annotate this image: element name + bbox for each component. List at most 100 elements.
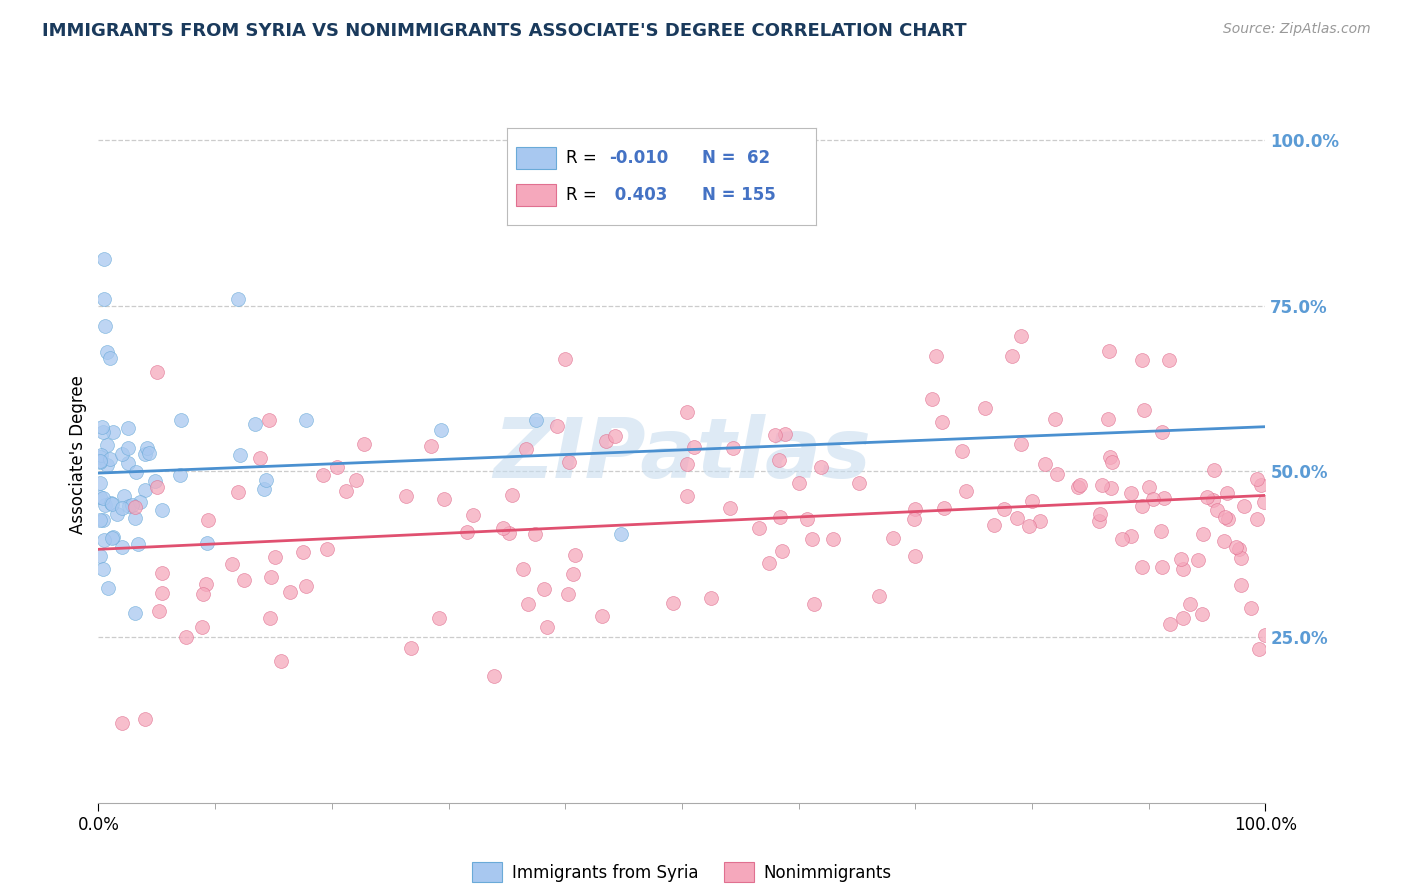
Point — [1007, 511, 1029, 525]
Point — [249, 450, 271, 465]
Point — [1043, 411, 1066, 425]
Point — [1133, 403, 1156, 417]
Point — [112, 490, 135, 504]
Point — [1101, 454, 1123, 468]
Point — [89, 454, 111, 468]
Point — [974, 401, 997, 416]
Point — [1152, 560, 1174, 574]
Point — [1150, 524, 1173, 539]
Point — [111, 540, 134, 554]
Point — [1010, 328, 1032, 343]
Point — [326, 459, 349, 474]
Point — [312, 468, 335, 483]
Point — [96, 437, 118, 451]
Point — [1152, 425, 1174, 439]
Point — [264, 549, 287, 564]
Bar — [516, 185, 557, 206]
Point — [90, 419, 112, 434]
Point — [524, 526, 547, 541]
Point — [1028, 514, 1050, 528]
Point — [501, 488, 523, 502]
Point — [1119, 529, 1142, 543]
Point — [89, 549, 111, 563]
Point — [661, 596, 683, 610]
Point — [96, 345, 118, 359]
Point — [775, 427, 797, 442]
Point — [100, 496, 122, 510]
Point — [1178, 597, 1201, 611]
Point — [93, 292, 115, 306]
Point — [117, 442, 139, 456]
Point — [111, 501, 134, 516]
Point — [1202, 463, 1225, 477]
Point — [1249, 642, 1271, 657]
Point — [105, 507, 128, 521]
Text: N =  62: N = 62 — [702, 149, 770, 167]
Point — [1227, 541, 1250, 556]
Point — [1229, 550, 1251, 565]
Point — [191, 620, 214, 634]
Point — [101, 425, 124, 439]
Point — [124, 500, 146, 514]
Point — [143, 475, 166, 489]
Point — [868, 589, 890, 603]
Point — [498, 525, 520, 540]
Point — [1153, 491, 1175, 505]
Point — [1159, 617, 1181, 632]
Point — [399, 641, 422, 656]
Point — [1192, 527, 1215, 541]
Point — [536, 620, 558, 634]
Point — [93, 252, 115, 267]
Y-axis label: Associate's Degree: Associate's Degree — [69, 376, 87, 534]
Point — [316, 542, 339, 557]
Point — [150, 566, 173, 580]
Point — [1142, 491, 1164, 506]
Point — [1088, 508, 1111, 522]
Point — [1240, 600, 1263, 615]
Point — [174, 630, 197, 644]
Point — [395, 489, 418, 503]
Point — [91, 513, 114, 527]
Point — [524, 413, 547, 427]
Point — [419, 438, 441, 452]
Point — [461, 508, 484, 522]
Point — [1033, 458, 1056, 472]
Point — [610, 526, 633, 541]
Point — [1130, 353, 1153, 368]
Point — [803, 597, 825, 611]
Point — [1216, 512, 1239, 526]
Point — [921, 392, 943, 406]
Point — [121, 499, 143, 513]
Point — [125, 465, 148, 479]
Point — [955, 483, 977, 498]
Point — [292, 545, 315, 559]
Text: -0.010: -0.010 — [609, 149, 668, 167]
Point — [129, 495, 152, 509]
Point — [983, 518, 1005, 533]
Point — [91, 425, 114, 439]
Point — [257, 412, 280, 426]
Point — [97, 582, 120, 596]
Point — [676, 405, 699, 419]
Point — [259, 610, 281, 624]
Point — [763, 427, 786, 442]
Point — [98, 451, 121, 466]
Point — [1099, 481, 1122, 495]
Point — [1111, 532, 1133, 546]
Point — [925, 349, 948, 363]
Point — [148, 604, 170, 618]
Point — [191, 587, 214, 601]
Point — [118, 499, 141, 513]
Point — [136, 442, 159, 456]
Point — [801, 533, 824, 547]
Point — [243, 417, 266, 432]
Point — [169, 467, 191, 482]
Point — [591, 609, 613, 624]
Point — [94, 318, 117, 333]
Point — [1246, 512, 1268, 526]
Text: N = 155: N = 155 — [702, 186, 776, 203]
Point — [89, 475, 111, 490]
Point — [124, 606, 146, 620]
Point — [101, 530, 124, 544]
Point — [117, 421, 139, 435]
